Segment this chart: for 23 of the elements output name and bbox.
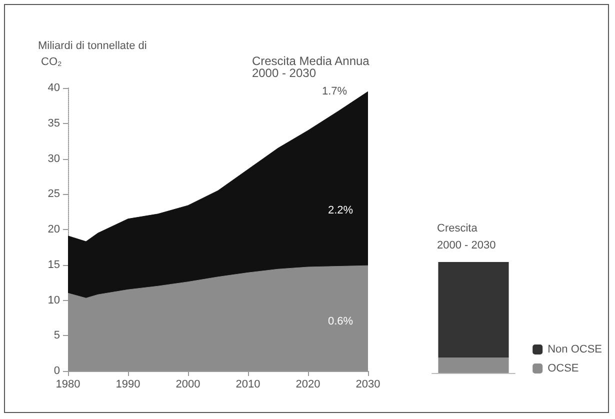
y-axis-title: Miliardi di tonnellate di CO₂ xyxy=(38,40,147,68)
annotation: 0.6% xyxy=(328,316,354,328)
y-tick-label: 35 xyxy=(48,117,60,130)
annotation: 1.7% xyxy=(322,86,348,98)
x-tick-label: 2000 xyxy=(176,378,200,390)
y-tick-label: 40 xyxy=(48,82,60,94)
legend-label: OCSE xyxy=(548,362,579,374)
x-tick-label: 2030 xyxy=(356,378,380,390)
y-tick-label: 15 xyxy=(48,258,60,271)
x-tick-label: 2020 xyxy=(296,378,320,390)
y-tick-label: 0 xyxy=(54,365,60,377)
x-tick-label: 2010 xyxy=(236,378,260,390)
x-tick-label: 1990 xyxy=(116,378,140,390)
y-tick-label: 10 xyxy=(48,294,60,306)
x-tick-label: 1980 xyxy=(56,378,80,390)
legend-label: Non OCSE xyxy=(548,344,602,356)
y-tick-label: 30 xyxy=(48,152,60,165)
y-tick-label: 5 xyxy=(54,330,60,342)
y-tick-label: 20 xyxy=(48,224,60,236)
annotation: 2.2% xyxy=(328,204,354,216)
chart-title: Crescita 2000 - 2030 xyxy=(437,222,496,252)
text: Crescita Media Annua 2000 - 2030 xyxy=(252,54,370,80)
y-tick-label: 25 xyxy=(48,188,60,200)
